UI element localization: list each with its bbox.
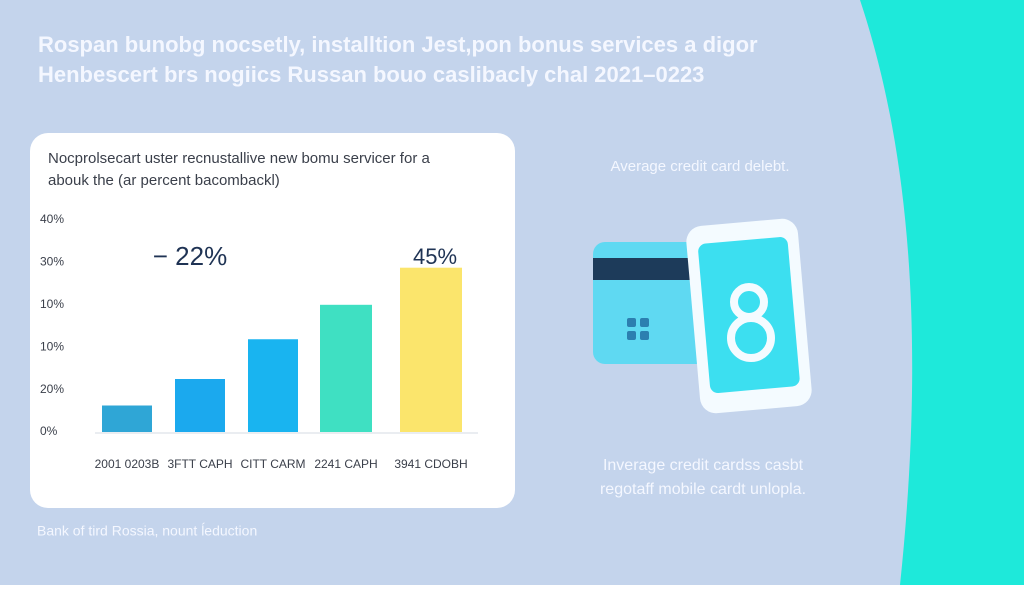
x-tick-label: CITT CARM	[240, 457, 305, 471]
x-tick-label: 3FTT CAPH	[167, 457, 232, 471]
y-tick-label: 0%	[40, 424, 58, 438]
source: Bank of tird Rossia, nount ĺeduction	[37, 522, 257, 539]
y-tick-label: 30%	[40, 255, 64, 269]
y-tick-label: 10%	[40, 297, 64, 311]
annotation: 45%	[413, 244, 457, 269]
chart-title: Nocprolsecart uster recnustallive new bo…	[48, 150, 430, 167]
annotation: − 22%	[153, 241, 227, 271]
bar	[320, 304, 372, 432]
header-line: Henbescert brs nogiics Russan bouo casli…	[38, 62, 704, 87]
chart-title: abouk the (ar percent bacombackl)	[48, 172, 280, 189]
side-text: regotaff mobile cardt unlopla.	[600, 481, 806, 498]
bar	[102, 405, 152, 432]
header-line: Rospan bunobg nocsetly, installtion Jest…	[38, 32, 758, 57]
bar	[248, 339, 298, 432]
card-illustration	[593, 218, 812, 414]
x-tick-label: 2241 CAPH	[314, 457, 377, 471]
bar	[400, 267, 462, 432]
y-tick-label: 20%	[40, 382, 64, 396]
side-text: Inverage credit cardss casbt	[603, 457, 804, 474]
accent-shape	[860, 0, 1024, 585]
x-tick-label: 2001 0203B	[95, 457, 160, 471]
x-tick-label: 3941 CDOBH	[394, 457, 467, 471]
y-tick-label: 40%	[40, 212, 64, 226]
y-tick-label: 10%	[40, 339, 64, 353]
bar	[175, 379, 225, 432]
side-text: Average credit card delebt.	[611, 158, 790, 175]
